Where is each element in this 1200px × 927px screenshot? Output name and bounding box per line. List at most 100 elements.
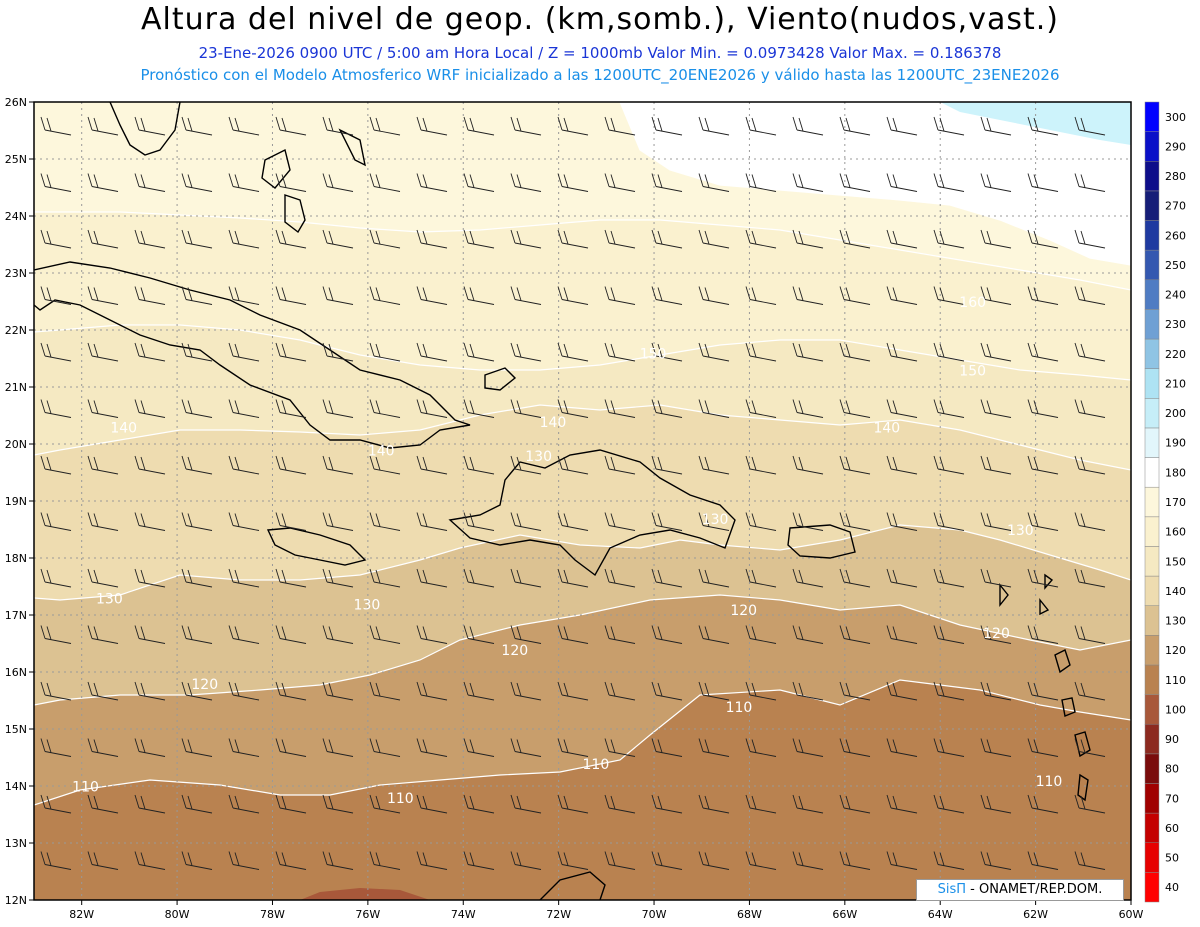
wind-barb <box>557 116 589 136</box>
wind-barb <box>886 738 918 757</box>
wind-barb <box>228 568 260 588</box>
wind-barb <box>792 851 824 870</box>
wind-barb <box>322 229 354 249</box>
lon-tick-label: 66W <box>832 908 857 921</box>
wind-barb <box>1027 681 1059 701</box>
wind-barbs <box>40 116 1106 870</box>
wind-barb <box>980 794 1012 814</box>
lon-tick-label: 80W <box>165 908 190 921</box>
valid-time-subtitle: 23-Ene-2026 0900 UTC / 5:00 am Hora Loca… <box>198 44 1002 62</box>
wind-barb <box>1027 512 1059 531</box>
wind-barb <box>651 512 683 531</box>
wind-barb <box>557 625 589 644</box>
wind-barb <box>651 173 683 192</box>
wind-barb <box>651 568 683 588</box>
wind-barb <box>322 512 354 531</box>
wind-barb <box>651 681 683 701</box>
wind-barb <box>745 173 777 192</box>
lat-tick-label: 14N <box>5 780 27 793</box>
wind-barb <box>886 173 918 192</box>
wind-barb <box>510 794 542 814</box>
wind-barb <box>87 455 119 475</box>
wind-barb <box>933 116 965 136</box>
wind-barb <box>275 794 307 814</box>
wind-barb <box>933 568 965 588</box>
wind-barb <box>369 625 401 644</box>
wind-barb <box>40 455 72 475</box>
wind-barb <box>980 512 1012 531</box>
colorbar-label: 160 <box>1165 526 1186 539</box>
band-100 <box>300 888 430 900</box>
wind-barb <box>980 625 1012 644</box>
lat-tick-label: 21N <box>5 381 27 394</box>
wind-barb <box>181 286 213 305</box>
wind-barb <box>463 173 495 192</box>
wind-barb <box>839 794 871 814</box>
lat-tick-label: 24N <box>5 210 27 223</box>
wind-barb <box>275 851 307 870</box>
wind-barb <box>980 342 1012 362</box>
contour-label: 120 <box>730 603 757 619</box>
wind-barb <box>416 851 448 870</box>
wind-barb <box>698 681 730 701</box>
wind-barb <box>87 173 119 192</box>
colorbar-swatch <box>1144 427 1160 458</box>
contour-label: 150 <box>640 347 667 363</box>
colorbar-swatch <box>1144 338 1160 369</box>
lat-tick-label: 13N <box>5 837 27 850</box>
colorbar-label: 210 <box>1165 377 1186 390</box>
wind-barb <box>745 512 777 531</box>
wind-barb <box>40 851 72 870</box>
wind-barb <box>369 512 401 531</box>
wind-barb <box>886 286 918 305</box>
wind-barb <box>463 455 495 475</box>
hispaniola-coast <box>448 449 736 577</box>
lon-tick-label: 82W <box>69 908 94 921</box>
wind-barb <box>228 399 260 418</box>
wind-barb <box>322 286 354 305</box>
wind-barb <box>980 173 1012 192</box>
wind-barb <box>369 116 401 136</box>
wind-barb <box>228 851 260 870</box>
wind-barb <box>792 512 824 531</box>
wind-barb <box>416 229 448 249</box>
wind-barb <box>745 738 777 757</box>
wind-barb <box>134 512 166 531</box>
florida-coast <box>109 102 181 156</box>
wind-barb <box>40 399 72 418</box>
wind-barb <box>1027 625 1059 644</box>
wind-barb <box>1074 851 1106 870</box>
wind-barb <box>839 116 871 136</box>
wind-barb <box>322 399 354 418</box>
contour-label: 150 <box>959 364 986 380</box>
wind-barb <box>510 512 542 531</box>
wind-barb <box>134 794 166 814</box>
colorbar-label: 280 <box>1165 170 1186 183</box>
wind-barb <box>510 738 542 757</box>
wind-barb <box>275 512 307 531</box>
wind-barb <box>510 399 542 418</box>
wind-barb <box>275 568 307 588</box>
wind-barb <box>886 625 918 644</box>
wind-barb <box>181 116 213 136</box>
wind-barb <box>604 229 636 249</box>
colorbar-swatch <box>1144 101 1160 132</box>
andros-coast <box>284 194 306 234</box>
wind-barb <box>792 681 824 701</box>
wind-barb <box>40 512 72 531</box>
colorbar-swatch <box>1144 753 1160 784</box>
wind-barb <box>1074 568 1106 588</box>
wind-barb <box>40 568 72 588</box>
wind-barb <box>651 851 683 870</box>
wind-barb <box>87 851 119 870</box>
wind-barb <box>322 568 354 588</box>
wind-barb <box>40 173 72 192</box>
wind-barb <box>604 286 636 305</box>
wind-barb <box>651 399 683 418</box>
wind-barb <box>1074 512 1106 531</box>
wind-barb <box>181 455 213 475</box>
colorbar-swatch <box>1144 309 1160 340</box>
wind-barb <box>745 116 777 136</box>
wind-barb <box>980 455 1012 475</box>
colorbar-swatch <box>1144 664 1160 695</box>
